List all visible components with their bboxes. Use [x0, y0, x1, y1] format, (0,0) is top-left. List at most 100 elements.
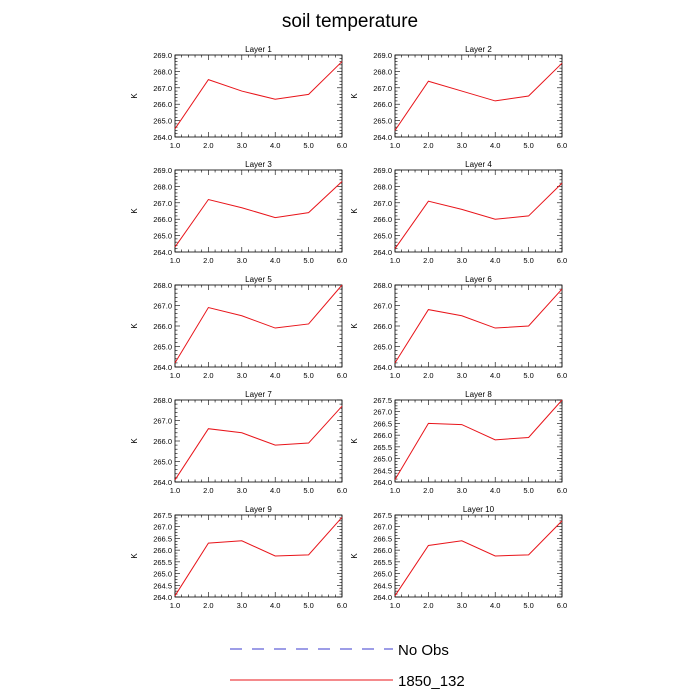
- y-tick-label: 265.0: [373, 232, 392, 241]
- x-tick-label: 6.0: [557, 486, 567, 495]
- y-tick-label: 269.0: [153, 51, 172, 60]
- x-tick-label: 2.0: [423, 601, 433, 610]
- y-tick-label: 266.0: [373, 546, 392, 555]
- legend-label-no-obs: No Obs: [398, 642, 449, 659]
- y-tick-label: 265.0: [153, 570, 172, 579]
- y-tick-label: 264.0: [373, 593, 392, 602]
- x-tick-label: 6.0: [557, 601, 567, 610]
- x-tick-label: 2.0: [203, 601, 213, 610]
- y-tick-label: 265.0: [373, 117, 392, 126]
- x-tick-label: 6.0: [337, 141, 347, 150]
- plot-frame: [174, 54, 343, 138]
- y-axis-label: K: [130, 208, 139, 214]
- plot-frame: [394, 169, 563, 253]
- y-tick-label: 265.0: [153, 117, 172, 126]
- y-tick-label: 265.0: [373, 343, 392, 352]
- x-tick-label: 3.0: [457, 486, 467, 495]
- panel-title: Layer 5: [245, 275, 272, 284]
- x-tick-label: 1.0: [170, 141, 180, 150]
- x-tick-label: 1.0: [170, 601, 180, 610]
- plot-frame: [394, 284, 563, 368]
- y-tick-label: 268.0: [153, 67, 172, 76]
- x-tick-label: 3.0: [457, 256, 467, 265]
- y-tick-label: 266.0: [373, 322, 392, 331]
- x-tick-label: 6.0: [557, 141, 567, 150]
- y-axis-label: K: [350, 93, 359, 99]
- panel-layer-3: Layer 3 K 1.0 2.0 3.0 4.0 5.0 6.0 264.0 265.0 266.…: [130, 160, 347, 265]
- x-tick-label: 1.0: [170, 256, 180, 265]
- y-tick-label: 266.5: [373, 534, 392, 543]
- y-tick-label: 265.0: [373, 570, 392, 579]
- y-tick-label: 265.5: [373, 558, 392, 567]
- y-tick-label: 267.0: [153, 302, 172, 311]
- y-tick-label: 264.0: [373, 133, 392, 142]
- x-tick-label: 3.0: [237, 256, 247, 265]
- y-axis-label: K: [130, 323, 139, 329]
- panel-title: Layer 2: [465, 45, 492, 54]
- x-tick-label: 5.0: [303, 141, 313, 150]
- x-tick-label: 6.0: [557, 371, 567, 380]
- x-tick-label: 5.0: [523, 371, 533, 380]
- series-line-1850-132: [174, 61, 343, 130]
- x-tick-label: 2.0: [203, 371, 213, 380]
- panel-layer-9: Layer 9 K 1.0 2.0 3.0 4.0 5.0 6.0 264.0 264.5 265.…: [130, 505, 347, 610]
- y-tick-label: 268.0: [153, 281, 172, 290]
- x-tick-label: 4.0: [270, 486, 280, 495]
- x-tick-label: 2.0: [203, 141, 213, 150]
- y-tick-label: 265.5: [373, 443, 392, 452]
- panel-layer-5: Layer 5 K 1.0 2.0 3.0 4.0 5.0 6.0 264.0 265.0 266.…: [130, 275, 347, 380]
- panel-title: Layer 4: [465, 160, 492, 169]
- x-tick-label: 1.0: [390, 141, 400, 150]
- x-tick-label: 5.0: [523, 256, 533, 265]
- panel-title: Layer 6: [465, 275, 492, 284]
- y-tick-label: 266.0: [153, 437, 172, 446]
- x-tick-label: 1.0: [390, 256, 400, 265]
- panel-layer-10: Layer 10 K 1.0 2.0 3.0 4.0 5.0 6.0 264.0 264.5 265…: [350, 505, 567, 610]
- x-tick-label: 6.0: [337, 371, 347, 380]
- series-line-1850-132: [174, 405, 343, 481]
- x-tick-label: 2.0: [423, 141, 433, 150]
- x-tick-label: 3.0: [237, 486, 247, 495]
- y-tick-label: 266.0: [373, 431, 392, 440]
- x-tick-label: 4.0: [270, 371, 280, 380]
- y-tick-label: 267.0: [373, 199, 392, 208]
- x-tick-label: 4.0: [490, 371, 500, 380]
- y-axis-label: K: [350, 323, 359, 329]
- x-tick-label: 6.0: [337, 256, 347, 265]
- y-tick-label: 264.0: [153, 363, 172, 372]
- y-axis-label: K: [130, 553, 139, 559]
- panel-layer-8: Layer 8 K 1.0 2.0 3.0 4.0 5.0 6.0 264.0 264.5 265.…: [350, 390, 567, 495]
- y-tick-label: 265.5: [153, 558, 172, 567]
- y-tick-label: 267.0: [373, 408, 392, 417]
- y-tick-label: 268.0: [373, 182, 392, 191]
- y-tick-label: 264.0: [153, 133, 172, 142]
- y-tick-label: 264.5: [373, 581, 392, 590]
- x-tick-label: 4.0: [490, 486, 500, 495]
- y-tick-label: 265.0: [153, 458, 172, 467]
- x-tick-label: 1.0: [390, 486, 400, 495]
- panel-layer-7: Layer 7 K 1.0 2.0 3.0 4.0 5.0 6.0 264.0 265.0 266.…: [130, 390, 347, 495]
- series-line-1850-132: [394, 62, 563, 131]
- x-tick-label: 5.0: [303, 371, 313, 380]
- panel-title: Layer 1: [245, 45, 272, 54]
- y-tick-label: 266.0: [153, 215, 172, 224]
- y-tick-label: 267.5: [153, 511, 172, 520]
- panel-layer-4: Layer 4 K 1.0 2.0 3.0 4.0 5.0 6.0 264.0 265.0 266.…: [350, 160, 567, 265]
- x-tick-label: 4.0: [490, 256, 500, 265]
- y-tick-label: 266.0: [153, 546, 172, 555]
- x-tick-label: 3.0: [457, 601, 467, 610]
- y-tick-label: 267.0: [373, 84, 392, 93]
- x-tick-label: 5.0: [303, 256, 313, 265]
- y-axis-label: K: [130, 93, 139, 99]
- y-tick-label: 264.0: [153, 593, 172, 602]
- y-tick-label: 269.0: [373, 166, 392, 175]
- x-tick-label: 4.0: [270, 601, 280, 610]
- x-tick-label: 5.0: [523, 601, 533, 610]
- x-tick-label: 2.0: [203, 256, 213, 265]
- y-tick-label: 267.0: [373, 302, 392, 311]
- y-tick-label: 267.0: [153, 417, 172, 426]
- plot-frame: [394, 514, 563, 598]
- y-tick-label: 267.0: [153, 523, 172, 532]
- x-tick-label: 2.0: [203, 486, 213, 495]
- x-tick-label: 2.0: [423, 486, 433, 495]
